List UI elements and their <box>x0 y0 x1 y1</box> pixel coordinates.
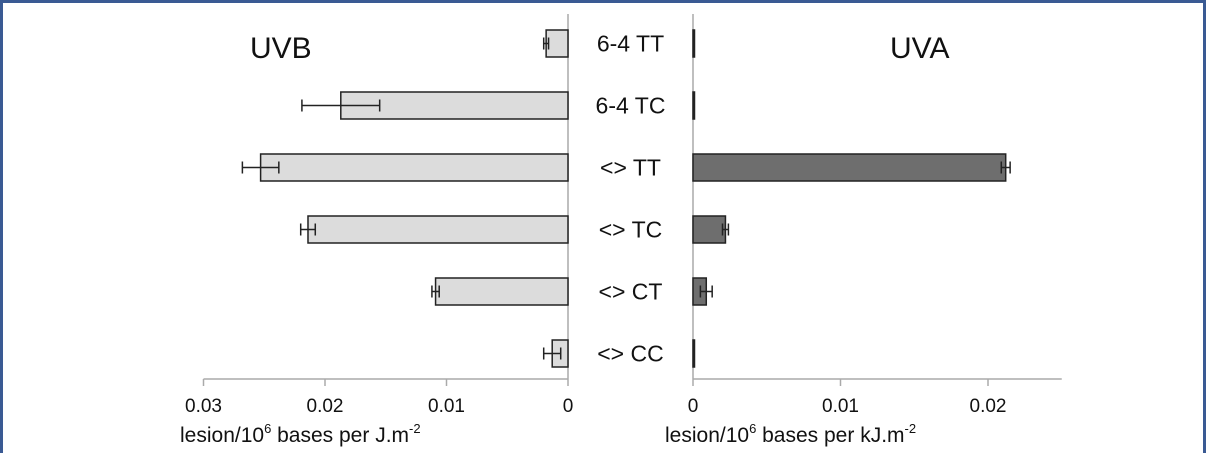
category-label-6-4-tt: 6-4 TT <box>597 31 664 57</box>
category-label-tt: <> TT <box>600 155 661 181</box>
uva-x-ticks: 0 0.01 0.02 <box>688 379 1007 417</box>
uva-tick-label: 0 <box>688 396 699 417</box>
uva-xlabel-main: lesion/10 <box>665 424 749 447</box>
uvb-bar-ct <box>434 277 569 306</box>
category-label-ct: <> CT <box>599 279 663 305</box>
category-label-tc: <> TC <box>599 217 663 243</box>
uva-bar-tt <box>692 153 1007 182</box>
uvb-tick-label: 0.02 <box>307 396 344 417</box>
uvb-bar-tc <box>307 215 569 244</box>
uvb-x-axis-title: lesion/106 bases per J.m-2 <box>180 421 421 447</box>
uvb-xlabel-sup2: -2 <box>409 421 421 436</box>
uva-xlabel-mid: bases per kJ.m <box>756 424 904 447</box>
uva-xlabel-sup1: 6 <box>749 421 756 436</box>
uva-x-axis-title: lesion/106 bases per kJ.m-2 <box>665 421 916 447</box>
uvb-tick-label: 0.03 <box>185 396 222 417</box>
uva-xlabel-sup2: -2 <box>905 421 917 436</box>
uva-panel-title: UVA <box>890 32 949 65</box>
category-label-6-4-tc: 6-4 TC <box>596 93 666 119</box>
uvb-xlabel-sup1: 6 <box>264 421 271 436</box>
uvb-xlabel-mid: bases per J.m <box>271 424 409 447</box>
uva-bar-6-4-tt <box>692 29 696 58</box>
uva-bar-tc <box>692 215 727 244</box>
uvb-bars <box>241 29 569 368</box>
uvb-bar-tt <box>259 153 569 182</box>
uva-tick-label: 0.01 <box>822 396 859 417</box>
uva-tick-label: 0.02 <box>970 396 1007 417</box>
category-label-cc: <> CC <box>597 341 663 367</box>
uvb-x-ticks: 0.03 0.02 0.01 0 <box>185 379 573 417</box>
uvb-tick-label: 0 <box>563 396 574 417</box>
uva-bar-6-4-tc <box>692 91 696 120</box>
uva-bars <box>692 29 1011 368</box>
uvb-bar-6-4-tt <box>545 29 569 58</box>
uvb-xlabel-main: lesion/10 <box>180 424 264 447</box>
category-labels: 6-4 TT 6-4 TC <> TT <> TC <> CT <> CC <box>596 31 666 367</box>
uva-bar-cc <box>692 339 696 368</box>
uvb-tick-label: 0.01 <box>428 396 465 417</box>
uvb-panel-title: UVB <box>250 32 312 65</box>
